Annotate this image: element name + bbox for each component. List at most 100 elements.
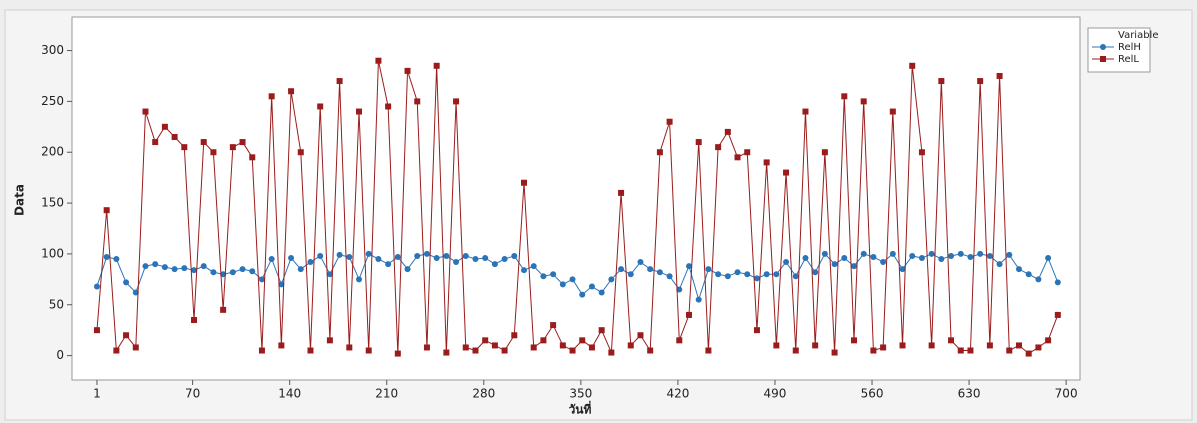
data-point	[967, 347, 974, 354]
data-point	[938, 78, 945, 85]
y-tick-label: 200	[41, 145, 64, 159]
data-point	[394, 253, 401, 260]
data-point	[996, 72, 1003, 79]
data-point	[482, 254, 489, 261]
x-tick-label: 140	[278, 387, 301, 401]
data-point	[627, 342, 634, 349]
data-point	[220, 271, 227, 278]
data-point	[686, 263, 693, 270]
data-point	[297, 149, 304, 156]
data-point	[540, 273, 547, 280]
data-point	[705, 266, 712, 273]
data-point	[336, 78, 343, 85]
data-point	[239, 139, 246, 146]
legend-label: RelH	[1118, 42, 1141, 53]
x-tick-label: 350	[569, 387, 592, 401]
data-point	[1025, 350, 1032, 357]
data-point	[948, 337, 955, 344]
data-point	[637, 259, 644, 266]
data-point	[918, 254, 925, 261]
x-tick-label: 700	[1055, 387, 1078, 401]
data-point	[686, 311, 693, 318]
data-point	[647, 347, 654, 354]
data-point	[462, 252, 469, 259]
data-point	[1054, 279, 1061, 286]
data-point	[365, 347, 372, 354]
data-point	[511, 332, 518, 339]
data-point	[783, 259, 790, 266]
data-point	[278, 281, 285, 288]
data-point	[909, 252, 916, 259]
data-point	[744, 149, 751, 156]
plot-area	[71, 16, 1081, 381]
data-point	[491, 261, 498, 268]
data-point	[744, 271, 751, 278]
data-point	[161, 264, 168, 271]
data-point	[530, 263, 537, 270]
data-point	[899, 266, 906, 273]
data-point	[763, 271, 770, 278]
data-point	[559, 342, 566, 349]
data-point	[870, 253, 877, 260]
data-point	[161, 123, 168, 130]
data-point	[957, 250, 964, 257]
data-point	[385, 103, 392, 110]
data-point	[598, 327, 605, 334]
data-point	[326, 271, 333, 278]
legend-label: RelL	[1118, 54, 1139, 65]
data-point	[317, 252, 324, 259]
data-point	[850, 263, 857, 270]
data-point	[763, 159, 770, 166]
data-point	[258, 347, 265, 354]
data-point	[579, 291, 586, 298]
data-point	[618, 189, 625, 196]
data-point	[967, 253, 974, 260]
data-point	[1045, 337, 1052, 344]
series-line	[96, 253, 1059, 302]
data-point	[288, 88, 295, 95]
data-point	[986, 342, 993, 349]
y-tick-label: 0	[56, 348, 64, 362]
data-point	[171, 133, 178, 140]
data-point	[210, 149, 217, 156]
data-point	[453, 259, 460, 266]
data-point	[113, 256, 120, 262]
data-point	[521, 179, 528, 186]
data-point	[841, 254, 848, 261]
data-point	[462, 344, 469, 351]
data-point	[540, 337, 547, 344]
data-point	[530, 344, 537, 351]
data-point	[579, 337, 586, 344]
y-axis-label: Data	[13, 184, 27, 216]
legend-title: Variable	[1118, 30, 1159, 41]
data-point	[695, 296, 702, 303]
data-point	[433, 62, 440, 69]
data-point	[850, 337, 857, 344]
data-point	[724, 273, 731, 280]
data-point	[278, 342, 285, 349]
data-point	[229, 144, 236, 151]
data-point	[93, 327, 100, 334]
data-point	[258, 276, 265, 283]
data-point	[598, 289, 605, 296]
data-point	[880, 344, 887, 351]
data-point	[821, 250, 828, 257]
data-point	[676, 286, 683, 293]
data-point	[608, 276, 615, 283]
data-point	[831, 261, 838, 268]
data-point	[734, 154, 741, 161]
data-point	[268, 93, 275, 100]
data-point	[656, 149, 663, 156]
data-point	[288, 254, 295, 261]
y-tick-label: 150	[41, 196, 64, 210]
data-point	[375, 57, 382, 64]
data-point	[918, 149, 925, 156]
data-point	[812, 269, 819, 276]
data-point	[647, 266, 654, 273]
x-tick-label: 280	[472, 387, 495, 401]
data-point	[928, 250, 935, 257]
data-point	[191, 317, 198, 324]
data-point	[705, 347, 712, 354]
data-point	[870, 347, 877, 354]
data-point	[753, 327, 760, 334]
